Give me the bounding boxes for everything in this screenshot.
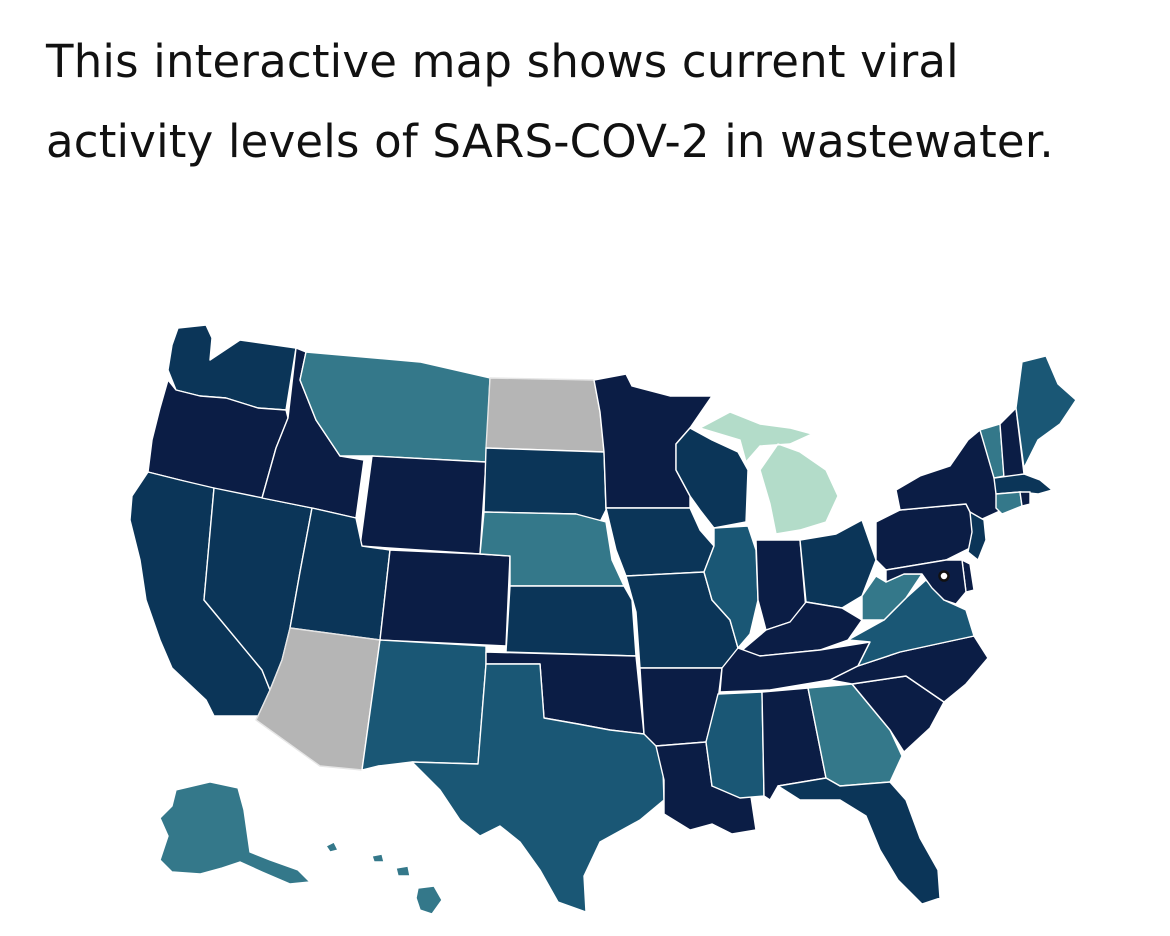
- us-wastewater-map[interactable]: [0, 300, 1170, 936]
- state-wisconsin[interactable]: [675, 427, 749, 529]
- state-north-dakota[interactable]: [485, 377, 605, 453]
- state-hawaii[interactable]: [325, 841, 443, 915]
- state-south-dakota[interactable]: [483, 447, 607, 523]
- state-new-mexico[interactable]: [361, 639, 487, 771]
- state-wyoming[interactable]: [359, 455, 487, 555]
- state-new-jersey[interactable]: [967, 511, 987, 561]
- state-rhode-island[interactable]: [1019, 491, 1031, 507]
- state-connecticut[interactable]: [995, 491, 1023, 515]
- state-michigan[interactable]: [699, 411, 839, 535]
- map-description: This interactive map shows current viral…: [46, 35, 1054, 168]
- state-kansas[interactable]: [505, 585, 637, 657]
- state-iowa[interactable]: [605, 507, 715, 577]
- dc-marker[interactable]: [938, 570, 950, 582]
- state-maine[interactable]: [1015, 355, 1077, 469]
- state-mississippi[interactable]: [705, 691, 765, 799]
- state-alaska[interactable]: [159, 781, 311, 885]
- state-colorado[interactable]: [379, 549, 511, 647]
- state-florida[interactable]: [777, 777, 941, 905]
- state-massachusetts[interactable]: [993, 473, 1053, 495]
- state-texas[interactable]: [411, 663, 665, 913]
